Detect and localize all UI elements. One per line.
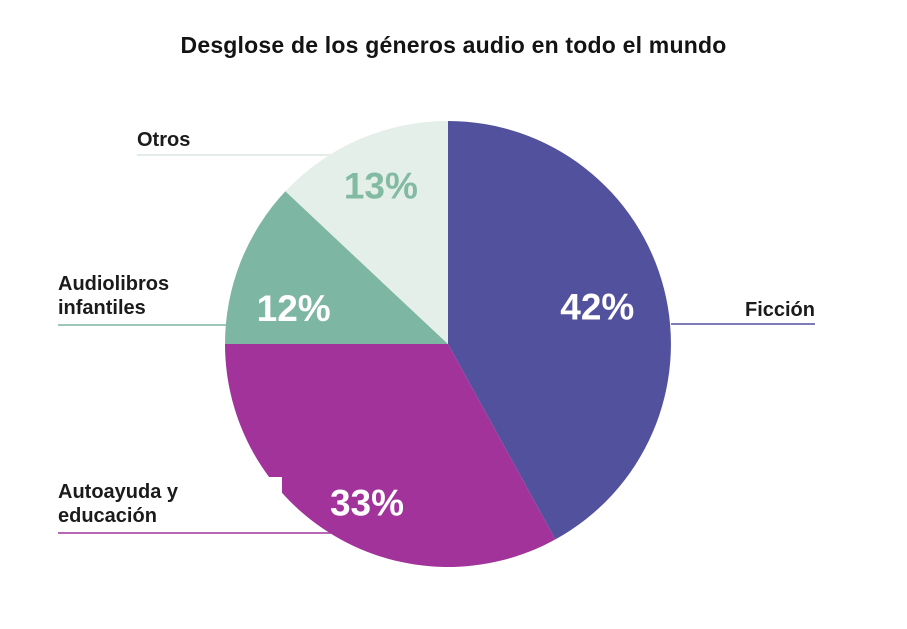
value-label-autoayuda-y-educacion: 33%: [330, 483, 404, 524]
slice-label-ficcion: Ficción: [744, 299, 815, 321]
pie-slice-otros: [285, 120, 448, 344]
pie-slice-audiolibros-infantiles: [224, 191, 448, 344]
chart-title: Desglose de los géneros audio en todo el…: [180, 32, 727, 58]
value-label-ficcion: 42%: [560, 286, 634, 327]
slice-label-audiolibros-infantiles: Audiolibros infantiles: [58, 273, 170, 319]
slice-label-otros: Otros: [137, 129, 191, 151]
value-label-audiolibros-infantiles: 12%: [257, 288, 331, 329]
slice-label-autoayuda-y-educacion: Autoayuda y educación: [58, 481, 179, 527]
pie-slice-ficcion: [448, 121, 671, 540]
pie-slice-autoayuda-y-educacion: [225, 344, 556, 567]
pie-edge-notch: [265, 477, 282, 493]
value-label-otros: 13%: [344, 165, 418, 206]
